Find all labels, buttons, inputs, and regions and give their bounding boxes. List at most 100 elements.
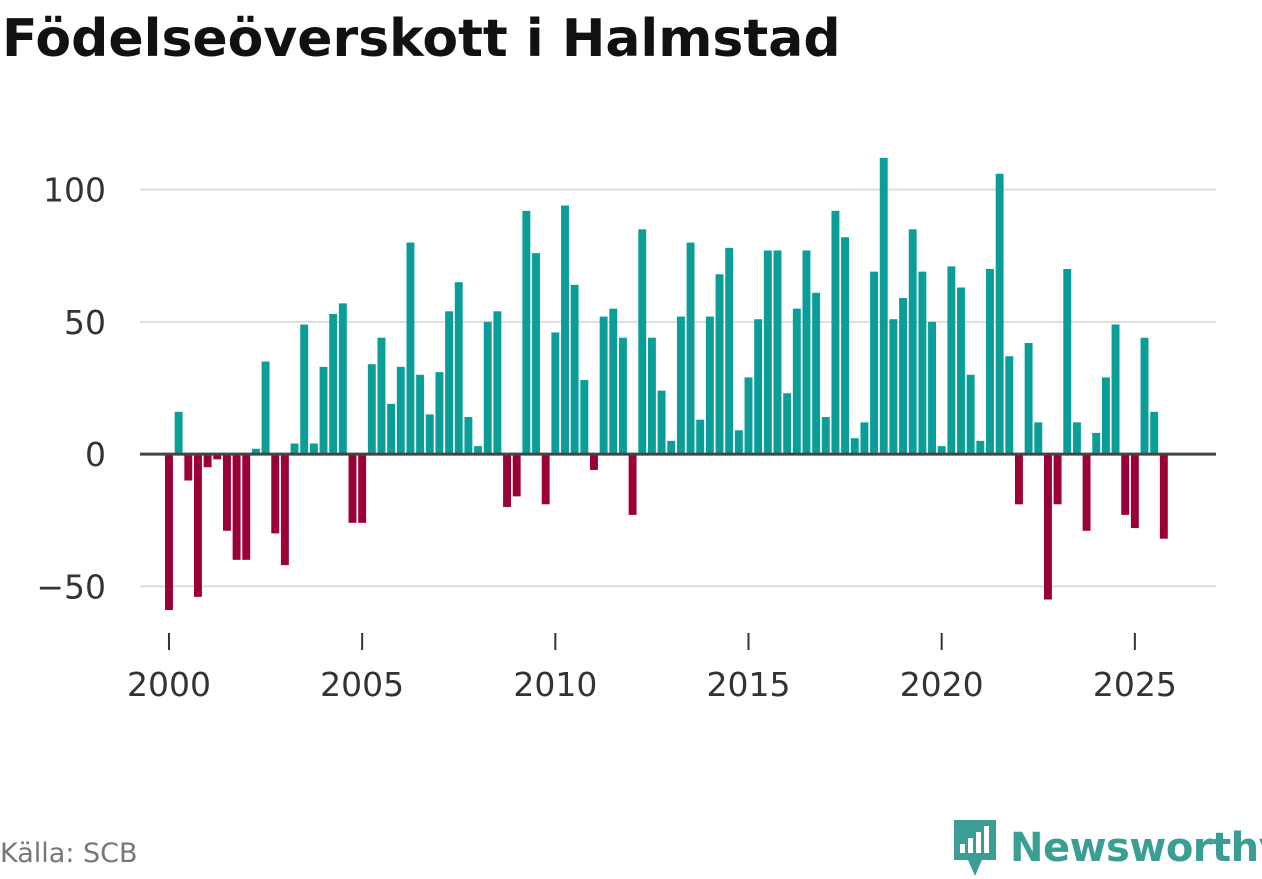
bar <box>319 366 328 455</box>
bar <box>570 284 579 455</box>
bar <box>425 414 434 455</box>
bar <box>348 454 357 523</box>
y-tick-label: 0 <box>85 435 106 474</box>
bar <box>686 242 695 455</box>
bar <box>638 229 647 455</box>
bar <box>464 417 473 455</box>
bar <box>976 440 985 455</box>
bar <box>947 266 956 455</box>
bar <box>406 242 415 455</box>
bar <box>213 454 222 460</box>
bar <box>1121 454 1130 515</box>
bar <box>705 316 714 455</box>
bar <box>532 253 540 455</box>
bar <box>203 454 212 468</box>
bar <box>754 319 763 455</box>
bar <box>773 250 782 455</box>
bar <box>918 271 927 455</box>
bar <box>387 403 396 455</box>
bar <box>184 454 193 481</box>
bar <box>667 440 676 455</box>
bar <box>541 454 550 505</box>
bar <box>271 454 280 534</box>
brand-logo[interactable]: Newsworthy <box>950 818 1262 878</box>
bar <box>715 274 724 455</box>
bar <box>599 316 608 455</box>
bar <box>483 321 492 455</box>
bar <box>1043 454 1052 600</box>
x-tick-label: 2000 <box>127 665 211 704</box>
bar <box>377 337 386 455</box>
bar <box>696 419 705 455</box>
bar <box>995 173 1004 455</box>
bar <box>1053 454 1062 505</box>
bar <box>522 210 531 455</box>
bar <box>416 374 425 455</box>
bar <box>367 364 376 455</box>
bar <box>628 454 637 515</box>
brand-name: Newsworthy <box>1010 825 1262 871</box>
bar <box>580 380 589 455</box>
bar <box>474 446 483 455</box>
bar <box>512 454 521 497</box>
y-tick-label: 50 <box>64 303 106 342</box>
x-tick-label: 2025 <box>1093 665 1177 704</box>
bar <box>889 319 898 455</box>
bar <box>647 337 656 455</box>
bar <box>396 366 405 455</box>
bar <box>744 377 753 455</box>
bar <box>831 210 840 455</box>
bar <box>338 303 347 455</box>
bar <box>1034 422 1043 455</box>
bar <box>792 308 801 455</box>
bar <box>957 287 965 455</box>
bar <box>290 443 299 455</box>
bar <box>1014 454 1023 505</box>
bar <box>783 393 792 455</box>
bar <box>1150 411 1159 455</box>
bar <box>445 311 454 455</box>
bar <box>454 282 463 455</box>
bar <box>966 374 975 455</box>
bar <box>493 311 502 455</box>
x-tick-label: 2015 <box>707 665 791 704</box>
bar <box>1092 432 1101 455</box>
bar <box>561 205 569 455</box>
bar <box>657 390 666 455</box>
bar <box>1005 356 1014 455</box>
x-tick-label: 2020 <box>900 665 984 704</box>
x-tick-label: 2010 <box>513 665 597 704</box>
bar <box>879 157 888 455</box>
bar <box>1140 337 1149 455</box>
bar <box>850 438 859 455</box>
bar <box>222 454 231 531</box>
bar <box>928 321 936 455</box>
bar <box>232 454 241 560</box>
bar <box>261 361 270 455</box>
bar <box>251 448 260 455</box>
newsworthy-logo-icon <box>954 820 996 876</box>
bar <box>812 292 821 455</box>
bar <box>870 271 879 455</box>
source-note: Källa: SCB <box>0 838 138 869</box>
bar <box>676 316 685 455</box>
bar <box>841 237 850 455</box>
bar <box>1082 454 1091 531</box>
bar <box>1072 422 1081 455</box>
chart-title: Födelseöverskott i Halmstad <box>2 9 841 69</box>
x-axis: 2000 2005 2010 2015 2020 2025 <box>127 633 1177 704</box>
bar <box>1101 377 1110 455</box>
bar <box>503 454 511 507</box>
bar <box>309 443 318 455</box>
bar <box>618 337 627 455</box>
bar <box>174 411 183 455</box>
bar <box>1063 268 1072 455</box>
bar <box>802 250 811 455</box>
bar <box>1130 454 1139 529</box>
bar <box>551 332 560 455</box>
bars <box>165 157 1168 611</box>
bar <box>329 313 338 455</box>
bar <box>1024 343 1033 455</box>
bar <box>590 454 598 470</box>
